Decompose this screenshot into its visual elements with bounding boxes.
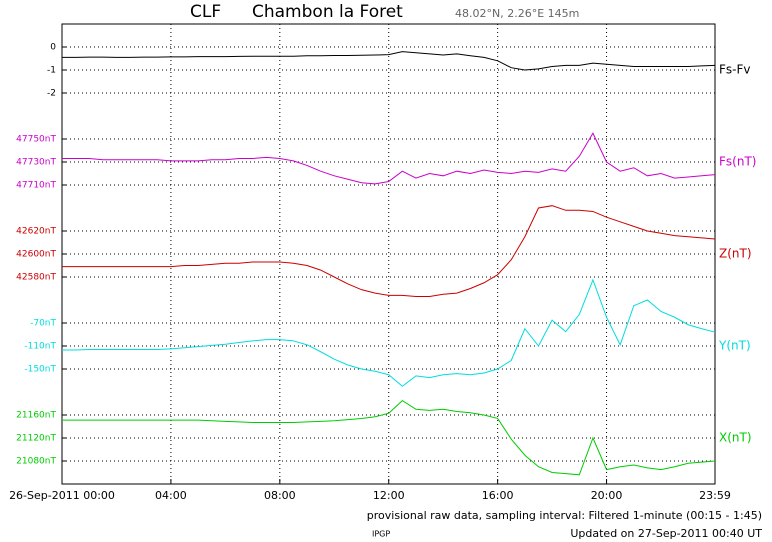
y-tick-label: -70nT (30, 319, 56, 329)
y-tick-label: 42620nT (16, 227, 56, 237)
series-label: Fs-Fv (719, 63, 751, 77)
series-label: Y(nT) (718, 339, 751, 353)
y-tick-label: 0 (50, 43, 56, 53)
y-tick-label: -150nT (24, 365, 56, 375)
x-tick-label: 20:00 (591, 489, 623, 502)
chart-title: CLF (190, 2, 221, 22)
series-label: X(nT) (719, 431, 752, 445)
x-tick-label: 23:59 (699, 489, 731, 502)
series-label: Fs(nT) (719, 155, 756, 169)
x-tick-label: 08:00 (264, 489, 296, 502)
y-tick-label: 21080nT (16, 457, 56, 467)
updated: Updated on 27-Sep-2011 00:40 UT (570, 527, 762, 540)
y-tick-label: -2 (47, 89, 56, 99)
trace (62, 51, 716, 71)
y-tick-label: 42580nT (16, 273, 56, 283)
series-label: Z(nT) (719, 247, 752, 261)
y-tick-label: 47730nT (16, 158, 56, 168)
y-tick-label: 42600nT (16, 250, 56, 260)
trace (62, 278, 716, 387)
trace (62, 400, 716, 476)
x-tick-label: 26-Sep-2011 00:00 (9, 489, 115, 502)
source: IPGP (372, 530, 390, 539)
y-tick-label: -1 (47, 66, 56, 76)
footer: provisional raw data, sampling interval:… (367, 509, 762, 522)
y-tick-label: -110nT (24, 342, 56, 352)
chart-subtitle: Chambon la Foret (252, 2, 403, 22)
trace (62, 205, 716, 298)
x-tick-label: 16:00 (482, 489, 514, 502)
y-tick-label: 21160nT (16, 411, 56, 421)
y-tick-label: 47750nT (16, 135, 56, 145)
trace (62, 132, 716, 185)
y-tick-label: 21120nT (16, 434, 56, 444)
location: 48.02°N, 2.26°E 145m (455, 7, 579, 20)
x-tick-label: 04:00 (155, 489, 187, 502)
y-tick-label: 47710nT (16, 181, 56, 191)
x-tick-label: 12:00 (373, 489, 405, 502)
